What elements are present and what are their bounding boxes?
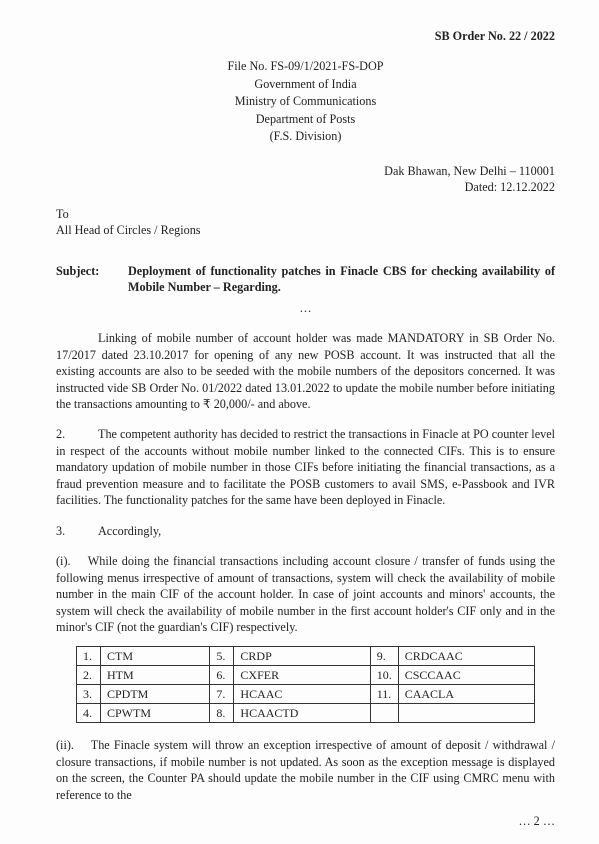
table-cell: 6. <box>210 665 234 684</box>
table-cell: HCAAC <box>234 684 370 703</box>
table-cell: CPWTM <box>101 704 210 723</box>
division-line: (F.S. Division) <box>56 128 555 144</box>
subject-separator: … <box>56 300 555 316</box>
table-cell: HCAACTD <box>234 704 370 723</box>
table-cell: 4. <box>77 704 101 723</box>
paragraph-1: Linking of mobile number of account hold… <box>56 330 555 412</box>
table-cell: CAACLA <box>398 684 534 703</box>
table-cell: 5. <box>210 646 234 665</box>
para-2-number: 2. <box>56 426 98 442</box>
to-label: To <box>56 206 555 222</box>
address-block: Dak Bhawan, New Delhi – 110001 Dated: 12… <box>56 163 555 196</box>
para-3-text: Accordingly, <box>98 524 161 538</box>
paragraph-3-i: (i). While doing the financial transacti… <box>56 553 555 635</box>
menu-codes-table: 1.CTM5.CRDP9.CRDCAAC2.HTM6.CXFER10.CSCCA… <box>76 646 535 724</box>
table-row: 2.HTM6.CXFER10.CSCCAAC <box>77 665 535 684</box>
table-cell <box>398 704 534 723</box>
page-continuation: … 2 … <box>56 813 555 829</box>
subject-text: Deployment of functionality patches in F… <box>128 263 555 296</box>
address-line: Dak Bhawan, New Delhi – 110001 <box>56 163 555 179</box>
table-cell: 11. <box>370 684 398 703</box>
table-cell: CXFER <box>234 665 370 684</box>
paragraph-3-ii: (ii). The Finacle system will throw an e… <box>56 737 555 803</box>
table-cell <box>370 704 398 723</box>
para-3ii-number: (ii). <box>56 738 74 752</box>
table-cell: CPDTM <box>101 684 210 703</box>
government-line: Government of India <box>56 76 555 92</box>
paragraph-3: 3.Accordingly, <box>56 523 555 539</box>
para-3ii-text: The Finacle system will throw an excepti… <box>56 738 555 801</box>
subject-label: Subject: <box>56 263 128 296</box>
department-line: Department of Posts <box>56 111 555 127</box>
table-cell: 10. <box>370 665 398 684</box>
sb-order-number: SB Order No. 22 / 2022 <box>56 28 555 44</box>
table-cell: 9. <box>370 646 398 665</box>
ministry-line: Ministry of Communications <box>56 93 555 109</box>
para-3i-number: (i). <box>56 554 71 568</box>
table-cell: 3. <box>77 684 101 703</box>
table-cell: CRDCAAC <box>398 646 534 665</box>
to-block: To All Head of Circles / Regions <box>56 206 555 239</box>
to-addressee: All Head of Circles / Regions <box>56 222 555 238</box>
table-cell: CRDP <box>234 646 370 665</box>
table-cell: CTM <box>101 646 210 665</box>
table-cell: 2. <box>77 665 101 684</box>
subject-row: Subject: Deployment of functionality pat… <box>56 263 555 296</box>
para-2-text: The competent authority has decided to r… <box>56 427 555 507</box>
paragraph-2: 2.The competent authority has decided to… <box>56 426 555 508</box>
para-3i-text: While doing the financial transactions i… <box>56 554 555 634</box>
table-row: 1.CTM5.CRDP9.CRDCAAC <box>77 646 535 665</box>
table-row: 3.CPDTM7.HCAAC11.CAACLA <box>77 684 535 703</box>
table-cell: 1. <box>77 646 101 665</box>
para-3-number: 3. <box>56 523 98 539</box>
table-cell: 8. <box>210 704 234 723</box>
file-number: File No. FS-09/1/2021-FS-DOP <box>56 58 555 74</box>
dated-line: Dated: 12.12.2022 <box>56 179 555 195</box>
table-cell: CSCCAAC <box>398 665 534 684</box>
table-cell: HTM <box>101 665 210 684</box>
table-row: 4.CPWTM8.HCAACTD <box>77 704 535 723</box>
table-cell: 7. <box>210 684 234 703</box>
